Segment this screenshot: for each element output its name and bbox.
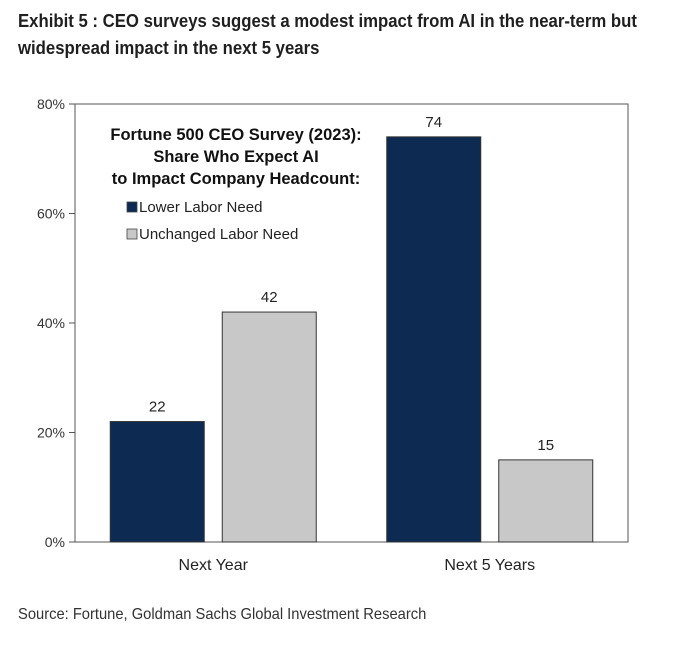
legend-label: Lower Labor Need [139,199,262,216]
chart-title-line: Share Who Expect AI [153,148,318,166]
bar [109,421,205,543]
x-tick-label: Next 5 Years [444,557,535,574]
bar [498,459,594,543]
exhibit-title-line-1: Exhibit 5 : CEO surveys suggest a modest… [18,11,637,31]
legend-label: Unchanged Labor Need [139,226,298,243]
exhibit-title: Exhibit 5 : CEO surveys suggest a modest… [18,8,641,62]
legend: Lower Labor Need Unchanged Labor Need [126,199,298,243]
legend-swatch [126,201,138,213]
bars: 22 42 74 15 [109,114,594,543]
legend-swatch [126,228,138,240]
bar [221,311,317,543]
bar-value-label: 22 [149,399,166,416]
chart-title-line: to Impact Company Headcount: [112,170,360,188]
x-axis: Next Year Next 5 Years [179,557,536,574]
bar [386,136,482,543]
chart-title: Fortune 500 CEO Survey (2023): Share Who … [110,126,361,188]
chart-title-line: Fortune 500 CEO Survey (2023): [110,126,361,144]
y-tick-label: 40% [37,315,65,331]
y-tick-label: 80% [37,96,65,112]
exhibit-title-line-2: widespread impact in the next 5 years [18,38,320,58]
bar-value-label: 15 [537,437,554,454]
y-tick-label: 60% [37,206,65,222]
bar-value-label: 42 [261,289,278,306]
y-axis: 0% 20% 40% 60% 80% [37,96,75,550]
source-note: Source: Fortune, Goldman Sachs Global In… [18,606,427,623]
bar-value-label: 74 [425,114,442,131]
y-tick-label: 20% [37,425,65,441]
y-tick-label: 0% [45,534,65,550]
x-tick-label: Next Year [179,557,249,574]
